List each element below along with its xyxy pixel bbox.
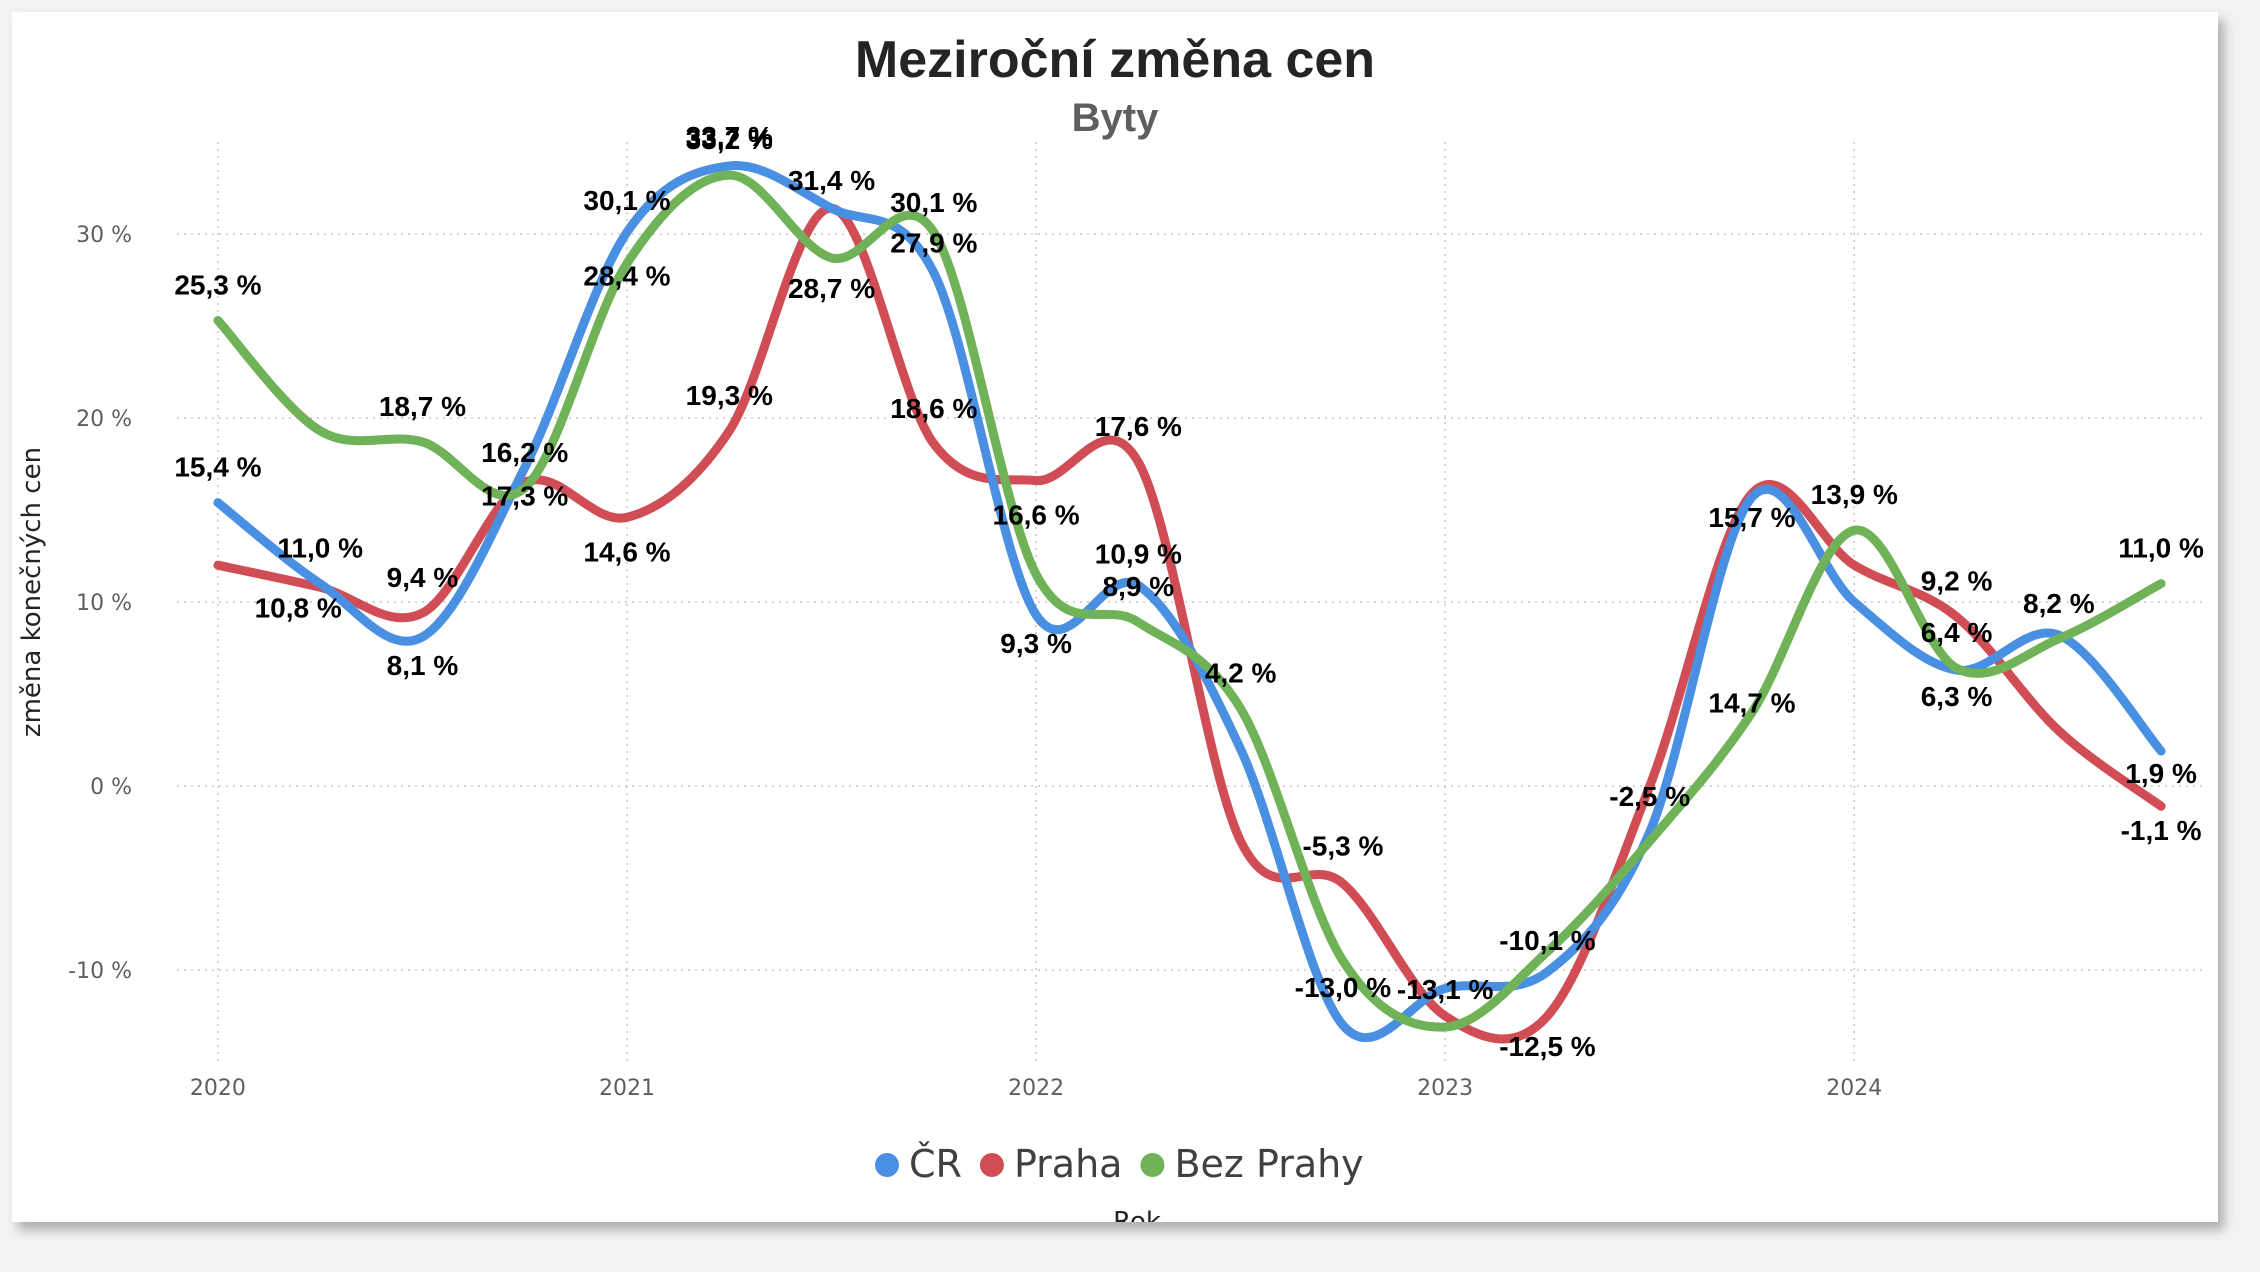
data-label-bez-prahy: 33,2 %: [686, 124, 773, 155]
data-label-cr: 30,1 %: [583, 185, 670, 216]
legend-label-praha: Praha: [1014, 1142, 1123, 1186]
legend: ČR Praha Bez Prahy: [875, 1142, 1364, 1186]
data-label-cr: 6,3 %: [1921, 681, 1993, 712]
axis-ticks: -10 % 0 % 10 % 20 % 30 % 2020 2021 2022 2023 2024: [68, 223, 1882, 1101]
y-tick-label: 10 %: [76, 591, 132, 616]
chart-title: Meziroční změna cen: [854, 31, 1376, 89]
legend-label-bez-prahy: Bez Prahy: [1174, 1142, 1363, 1186]
x-tick-label: 2022: [1008, 1076, 1064, 1101]
x-axis-title: Rok: [1113, 1207, 1161, 1222]
data-label-praha: 17,6 %: [1095, 411, 1182, 442]
data-label-bez-prahy: 8,9 %: [1103, 571, 1175, 602]
data-label-cr: 27,9 %: [890, 228, 977, 259]
data-label-cr: 33,7 %: [686, 121, 773, 152]
series-line-cr: [213, 161, 2166, 1043]
data-label-bez-prahy: -13,1 %: [1397, 974, 1494, 1005]
data-labels: 15,4 % 11,0 % 8,1 % 17,3 % 30,1 % 33,7 % 31,4 …: [174, 121, 2204, 1062]
data-label-cr: 15,4 %: [174, 452, 261, 483]
y-tick-label: 20 %: [76, 407, 132, 432]
legend-label-cr: ČR: [909, 1142, 962, 1186]
data-label-praha: 18,6 %: [890, 393, 977, 424]
data-label-bez-prahy: 13,9 %: [1811, 479, 1898, 510]
data-label-cr: 9,3 %: [1000, 628, 1072, 659]
data-label-praha: 14,6 %: [583, 536, 670, 567]
data-label-bez-prahy: 30,1 %: [890, 187, 977, 218]
data-label-bez-prahy: 16,2 %: [481, 437, 568, 468]
data-label-bez-prahy: 14,7 %: [1708, 687, 1795, 718]
data-label-cr: 15,7 %: [1708, 502, 1795, 533]
series-lines: [213, 161, 2166, 1044]
data-label-bez-prahy: 4,2 %: [1205, 658, 1277, 689]
data-label-cr: 11,0 %: [277, 533, 363, 564]
data-label-bez-prahy: 18,7 %: [379, 391, 466, 422]
line-chart: -10 % 0 % 10 % 20 % 30 % 2020 2021 2022 2023 2024…: [17, 121, 2204, 1222]
data-label-bez-prahy: 6,4 %: [1921, 617, 1993, 648]
y-axis-title: změna konečných cen: [17, 447, 47, 737]
chart-card: Meziroční změna cen Byty -10 % 0 % 10 % 20 …: [12, 12, 2218, 1222]
data-label-cr: -2,5 %: [1609, 781, 1690, 812]
data-label-bez-prahy: 25,3 %: [174, 269, 261, 300]
data-label-praha: -12,5 %: [1499, 1031, 1596, 1062]
data-label-bez-prahy: 11,0 %: [2118, 533, 2204, 564]
gridlines: [177, 142, 2202, 1062]
legend-marker-praha: [979, 1153, 1004, 1177]
x-tick-label: 2023: [1417, 1076, 1473, 1101]
data-label-cr: 8,2 %: [2023, 588, 2095, 619]
data-label-praha: 9,2 %: [1921, 566, 1993, 597]
data-label-cr: 10,9 %: [1095, 538, 1182, 569]
legend-marker-bez-prahy: [1140, 1153, 1165, 1177]
series-line-bez-prahy: [213, 170, 2166, 1032]
data-label-cr: 31,4 %: [788, 165, 875, 196]
data-label-cr: 1,9 %: [2125, 758, 2197, 789]
x-tick-label: 2024: [1826, 1076, 1882, 1101]
data-label-praha: -5,3 %: [1302, 831, 1383, 862]
data-label-praha: 19,3 %: [686, 380, 773, 411]
series-line-praha: [213, 203, 2166, 1044]
data-label-praha: 16,6 %: [993, 500, 1080, 531]
data-label-cr: -13,0 %: [1295, 972, 1392, 1003]
data-label-bez-prahy: 28,4 %: [583, 260, 670, 291]
y-tick-label: 0 %: [90, 775, 132, 800]
y-tick-label: -10 %: [68, 959, 132, 984]
data-label-bez-prahy: 28,7 %: [788, 273, 875, 304]
y-tick-label: 30 %: [76, 223, 132, 248]
data-label-cr: 17,3 %: [481, 481, 568, 512]
data-label-cr: -10,1 %: [1499, 925, 1596, 956]
legend-marker-cr: [875, 1153, 899, 1177]
chart-subtitle: Byty: [1071, 96, 1159, 140]
x-tick-label: 2020: [190, 1076, 246, 1101]
x-tick-label: 2021: [599, 1076, 655, 1101]
data-label-praha: 9,4 %: [387, 562, 459, 593]
data-label-cr: 8,1 %: [387, 650, 459, 681]
data-label-praha: -1,1 %: [2121, 815, 2202, 846]
data-label-praha: 10,8 %: [255, 592, 342, 623]
